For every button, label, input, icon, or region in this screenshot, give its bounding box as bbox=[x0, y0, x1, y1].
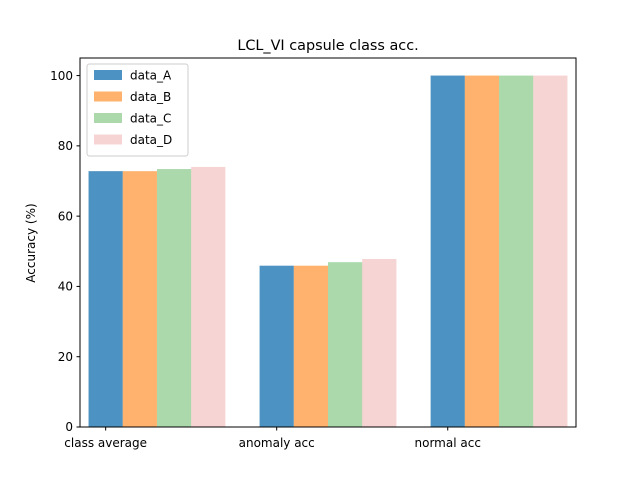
legend-box bbox=[86, 63, 189, 157]
legend-swatch-data_C bbox=[94, 113, 122, 123]
bar-data_A-1 bbox=[259, 265, 294, 427]
bar-data_D-0 bbox=[191, 166, 226, 427]
bar-data_C-1 bbox=[328, 262, 363, 427]
legend-label-data_B: data_B bbox=[130, 90, 171, 104]
bars-layer bbox=[88, 75, 568, 428]
y-axis-label: Accuracy (%) bbox=[24, 203, 38, 282]
legend-label-data_D: data_D bbox=[130, 133, 172, 147]
bar-data_B-0 bbox=[122, 171, 157, 427]
bar-data_D-2 bbox=[533, 75, 568, 428]
legend-swatch-data_B bbox=[94, 91, 122, 102]
legend: data_A data_B data_C data_D bbox=[86, 63, 189, 157]
y-tick-label: 20 bbox=[58, 350, 73, 364]
y-tick-label: 100 bbox=[50, 69, 73, 83]
bar-data_A-2 bbox=[430, 75, 465, 428]
bar-data_A-0 bbox=[88, 171, 123, 427]
y-tick-label: 40 bbox=[58, 280, 73, 294]
legend-label-data_C: data_C bbox=[130, 112, 171, 126]
legend-swatch-data_A bbox=[94, 70, 122, 80]
x-tick-label: anomaly acc bbox=[239, 436, 315, 450]
y-tick-label: 60 bbox=[58, 209, 73, 223]
y-tick-label: 80 bbox=[58, 139, 73, 153]
bar-data_B-2 bbox=[464, 75, 500, 428]
legend-label-data_A: data_A bbox=[130, 69, 172, 83]
legend-swatch-data_D bbox=[94, 134, 122, 145]
axes-layer: 0 20 40 60 80 100 class average anomaly acc norm… bbox=[50, 57, 577, 450]
x-tick-label: class average bbox=[64, 436, 147, 450]
bar-data_C-2 bbox=[499, 75, 534, 428]
plot-frame bbox=[79, 57, 577, 428]
bar-data_C-0 bbox=[156, 169, 192, 427]
x-tick-label: normal acc bbox=[415, 436, 481, 450]
chart-title: LCL_VI capsule class acc. bbox=[237, 38, 418, 54]
bar-data_D-1 bbox=[362, 259, 397, 427]
bar-data_B-1 bbox=[293, 265, 328, 427]
y-tick-label: 0 bbox=[65, 420, 73, 434]
